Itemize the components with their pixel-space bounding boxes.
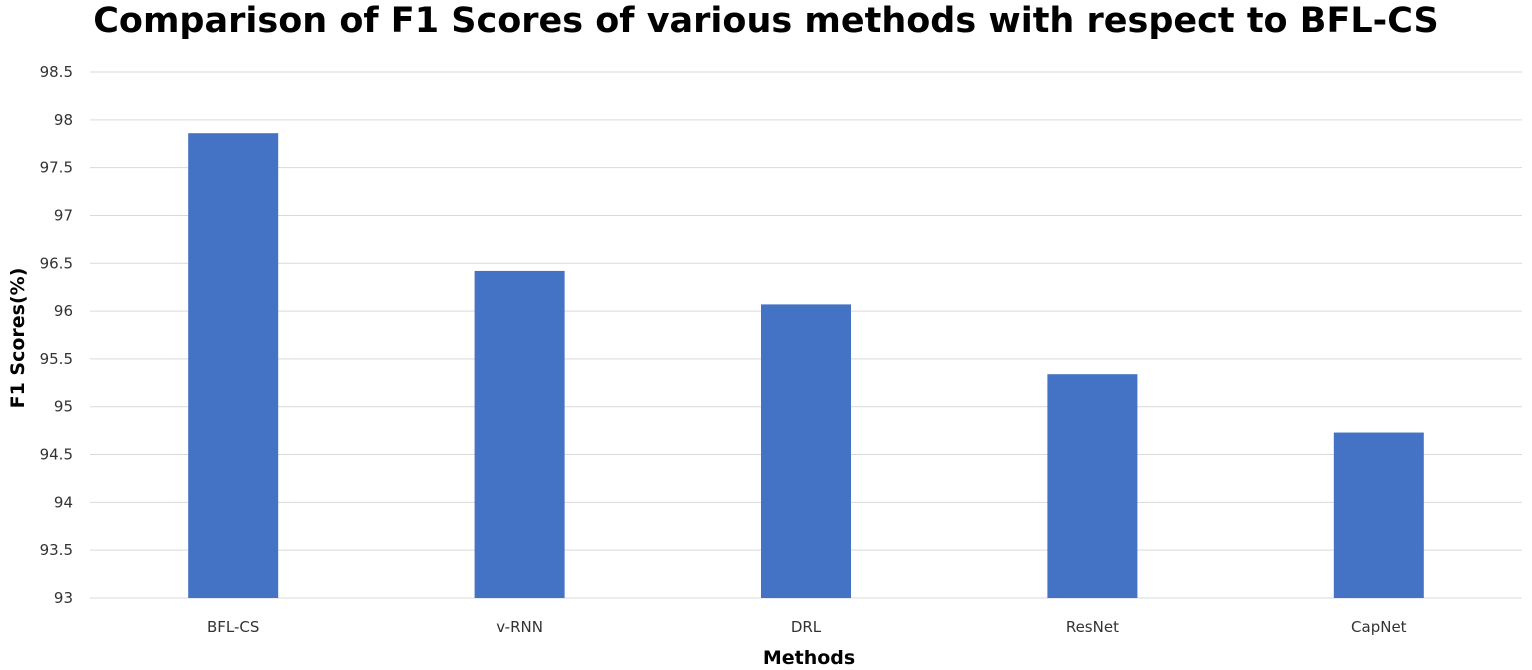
- x-tick-label: BFL-CS: [207, 618, 259, 636]
- y-tick-label: 96.5: [40, 254, 73, 272]
- bar-v-rnn: [474, 270, 565, 598]
- x-tick-label: CapNet: [1351, 618, 1407, 636]
- y-tick-label: 95.5: [40, 350, 73, 368]
- y-tick-label: 96: [54, 302, 73, 320]
- bars: [188, 133, 1424, 598]
- y-axis-title: F1 Scores(%): [7, 268, 29, 409]
- bar-bfl-cs: [188, 133, 279, 598]
- y-tick-label: 98.5: [40, 63, 73, 81]
- x-tick-label: DRL: [791, 618, 822, 636]
- bar-drl: [761, 304, 851, 598]
- x-tick-label: v-RNN: [496, 618, 543, 636]
- bar-resnet: [1047, 374, 1138, 598]
- y-tick-label: 93: [54, 589, 73, 607]
- y-tick-label: 98: [54, 111, 73, 129]
- y-tick-label: 94.5: [40, 446, 73, 464]
- y-tick-label: 94: [54, 493, 73, 511]
- bar-capnet: [1333, 432, 1424, 598]
- y-axis-tick-labels: 93 93.5 94 94.5 95 95.5 96 96.5 97 97.5 98 98.5: [40, 63, 73, 607]
- chart-title: Comparison of F1 Scores of various metho…: [93, 1, 1439, 41]
- x-axis-title: Methods: [763, 647, 855, 669]
- y-tick-label: 97.5: [40, 159, 73, 177]
- x-axis-tick-labels: BFL-CS v-RNN DRL ResNet CapNet: [207, 618, 1407, 636]
- y-tick-label: 97: [54, 206, 73, 224]
- y-tick-label: 93.5: [40, 541, 73, 559]
- x-tick-label: ResNet: [1066, 618, 1119, 636]
- y-tick-label: 95: [54, 398, 73, 416]
